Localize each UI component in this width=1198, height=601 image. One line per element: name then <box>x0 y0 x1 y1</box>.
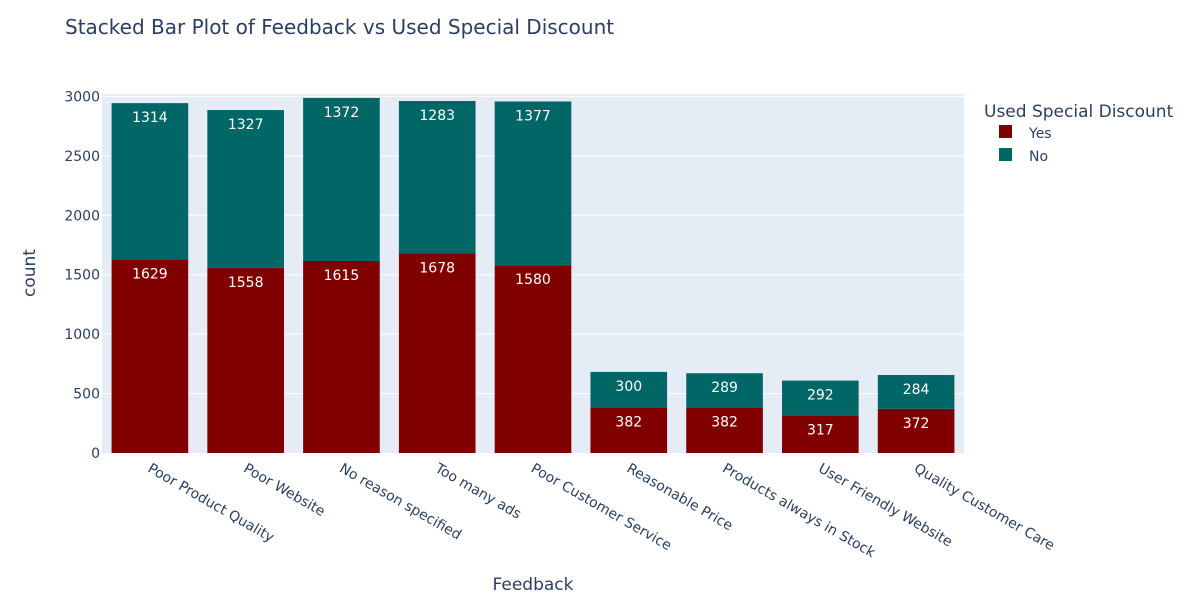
x-tick-label: Poor Website <box>241 461 328 520</box>
bar-value-label: 1678 <box>419 261 455 277</box>
bar-no-7 <box>782 380 859 416</box>
bar-value-label: 1629 <box>132 266 168 282</box>
bar-no-6 <box>686 373 763 408</box>
bar-value-label: 1580 <box>515 272 551 288</box>
bar-value-label: 1372 <box>324 105 360 121</box>
bar-no-2 <box>303 97 380 262</box>
bar-value-label: 289 <box>711 380 738 396</box>
bar-no-1 <box>207 110 284 268</box>
bar-yes-8 <box>877 408 955 453</box>
y-tick-label: 1500 <box>64 268 100 284</box>
y-tick-label: 500 <box>73 387 100 403</box>
bar-no-0 <box>111 103 189 260</box>
y-axis-title: count <box>20 249 40 297</box>
legend-label-no: No <box>1029 149 1048 165</box>
y-tick-label: 2000 <box>64 208 100 224</box>
bar-value-label: 1377 <box>515 108 551 124</box>
bar-value-label: 1314 <box>132 110 168 126</box>
bar-value-label: 1327 <box>228 117 264 133</box>
bar-value-label: 284 <box>903 382 930 398</box>
legend-title: Used Special Discount <box>984 102 1174 122</box>
bar-no-4 <box>494 101 572 266</box>
bar-no-3 <box>398 101 476 254</box>
x-tick-label: Products always in Stock <box>720 461 879 562</box>
bar-yes-2 <box>303 261 380 453</box>
legend-swatch-no <box>999 148 1012 161</box>
y-axis-ticks: 0 500 1000 1500 2000 2500 3000 <box>64 89 100 462</box>
chart-title: Stacked Bar Plot of Feedback vs Used Spe… <box>65 15 614 39</box>
y-tick-label: 1000 <box>64 327 100 343</box>
bar-yes-0 <box>111 259 189 453</box>
bar-value-label: 372 <box>903 416 930 432</box>
y-tick-label: 2500 <box>64 149 100 165</box>
bar-value-label: 382 <box>711 415 738 431</box>
bar-value-label: 292 <box>807 388 834 404</box>
bar-yes-5 <box>590 407 668 453</box>
bar-yes-1 <box>207 267 284 453</box>
bar-yes-7 <box>782 415 859 453</box>
bar-no-8 <box>877 375 955 409</box>
legend: Used Special Discount Yes No <box>984 102 1174 165</box>
legend-swatch-yes <box>999 125 1012 138</box>
bar-yes-6 <box>686 407 763 453</box>
bar-value-label: 1558 <box>228 275 264 291</box>
x-tick-label: Too many ads <box>431 460 523 523</box>
bar-value-label: 382 <box>615 415 642 431</box>
bar-yes-4 <box>494 265 572 453</box>
bar-value-label: 317 <box>807 422 834 438</box>
bar-labels: 1629 1314 1558 1327 1615 1372 1678 1283 1580 1377… <box>132 105 929 438</box>
y-tick-label: 3000 <box>64 89 100 105</box>
bar-yes-3 <box>398 253 476 453</box>
bars <box>111 97 955 453</box>
bar-value-label: 1615 <box>324 268 360 284</box>
bar-value-label: 1283 <box>419 108 455 124</box>
bar-value-label: 300 <box>615 379 642 395</box>
x-axis-title: Feedback <box>493 575 574 595</box>
y-tick-label: 0 <box>91 446 100 462</box>
bar-no-5 <box>590 371 668 408</box>
legend-label-yes: Yes <box>1028 126 1052 142</box>
